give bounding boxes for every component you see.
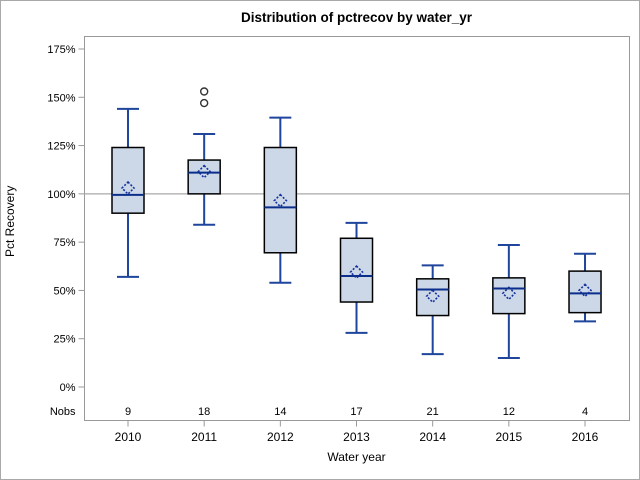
iqr-box-2016 bbox=[568, 270, 602, 314]
y-tick-label: 50% bbox=[53, 285, 75, 297]
iqr-box-2010 bbox=[111, 146, 145, 214]
y-tick-label: 75% bbox=[53, 237, 75, 249]
y-tick-label: 175% bbox=[47, 44, 75, 56]
iqr-box-2013 bbox=[339, 237, 374, 303]
y-tick-label: 150% bbox=[47, 92, 75, 104]
nobs-row-label: Nobs bbox=[50, 406, 76, 418]
x-tick-label: 2014 bbox=[419, 430, 446, 444]
nobs-value: 9 bbox=[125, 406, 131, 418]
y-tick-label: 100% bbox=[47, 189, 75, 201]
outlier-point-2011 bbox=[199, 87, 209, 96]
x-tick-label: 2013 bbox=[343, 430, 370, 444]
nobs-value: 12 bbox=[503, 406, 515, 418]
outlier-point-2011 bbox=[199, 98, 209, 108]
x-tick-label: 2010 bbox=[115, 430, 142, 444]
nobs-value: 17 bbox=[350, 406, 362, 418]
nobs-value: 4 bbox=[582, 406, 588, 418]
x-tick-label: 2016 bbox=[572, 430, 599, 444]
y-tick-label: 125% bbox=[47, 141, 75, 153]
y-tick-label: 0% bbox=[60, 382, 76, 394]
iqr-box-2015 bbox=[492, 277, 526, 315]
chart-title: Distribution of pctrecov by water_yr bbox=[240, 10, 473, 25]
nobs-value: 18 bbox=[198, 406, 210, 418]
y-tick-label: 25% bbox=[53, 334, 75, 346]
nobs-value: 21 bbox=[427, 406, 439, 418]
iqr-box-2014 bbox=[415, 278, 450, 317]
iqr-box-2012 bbox=[263, 146, 298, 254]
x-tick-label: 2015 bbox=[495, 430, 522, 444]
nobs-value: 14 bbox=[274, 406, 286, 418]
x-axis-title: Water year bbox=[327, 450, 386, 464]
x-tick-label: 2011 bbox=[191, 430, 217, 444]
x-tick-label: 2012 bbox=[267, 430, 294, 444]
